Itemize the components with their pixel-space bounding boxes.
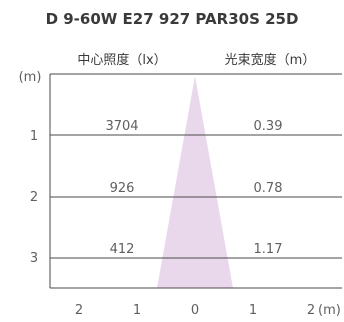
x-tick-center-0: 0 bbox=[191, 303, 199, 318]
beam-width-header: 光束宽度（m） bbox=[225, 52, 316, 68]
illuminance-value: 926 bbox=[110, 181, 135, 196]
y-axis-unit: (m) bbox=[19, 70, 42, 85]
illuminance-value: 3704 bbox=[105, 119, 138, 134]
y-tick-1: 1 bbox=[30, 129, 38, 144]
y-tick-2: 2 bbox=[30, 190, 38, 205]
beam-width-value: 0.39 bbox=[254, 119, 283, 134]
x-tick-left-2: 2 bbox=[75, 303, 83, 318]
x-tick-right-1: 1 bbox=[249, 303, 257, 318]
illuminance-header: 中心照度（lx） bbox=[77, 52, 166, 68]
product-title: D 9-60W E27 927 PAR30S 25D bbox=[46, 10, 299, 28]
beam-width-value: 0.78 bbox=[254, 181, 283, 196]
x-axis-unit: (m) bbox=[318, 303, 341, 318]
x-tick-right-2: 2 bbox=[307, 303, 315, 318]
y-tick-3: 3 bbox=[30, 251, 38, 266]
beam-width-value: 1.17 bbox=[254, 242, 283, 257]
illuminance-value: 412 bbox=[110, 242, 135, 257]
x-tick-left-1: 1 bbox=[133, 303, 141, 318]
light-beam-cone bbox=[157, 76, 233, 288]
